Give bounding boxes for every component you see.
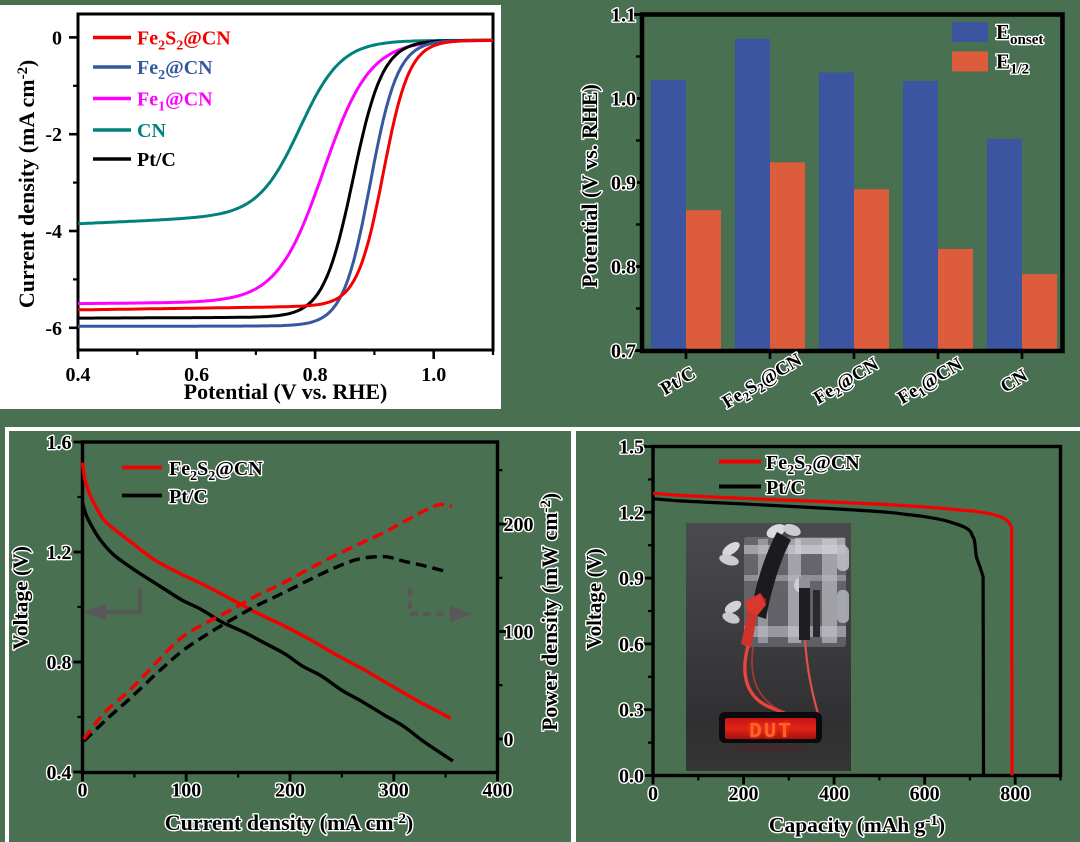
svg-text:100: 100 bbox=[504, 622, 534, 644]
svg-text:0: 0 bbox=[78, 780, 88, 802]
svg-text:CN: CN bbox=[137, 120, 166, 142]
svg-text:Voltage (V): Voltage (V) bbox=[9, 546, 33, 650]
svg-text:Current density (mA cm-2): Current density (mA cm-2) bbox=[14, 60, 39, 308]
svg-text:Current density (mA cm-2): Current density (mA cm-2) bbox=[165, 810, 413, 835]
svg-text:1.1: 1.1 bbox=[611, 5, 636, 27]
svg-text:0.4: 0.4 bbox=[47, 762, 72, 784]
svg-text:0.7: 0.7 bbox=[611, 341, 636, 363]
svg-text:0.0: 0.0 bbox=[619, 766, 644, 788]
svg-text:1.6: 1.6 bbox=[47, 432, 72, 454]
svg-text:0.9: 0.9 bbox=[611, 173, 636, 195]
svg-text:1.0: 1.0 bbox=[611, 89, 636, 111]
svg-text:Fe2​S2​@CN: Fe2​S2​@CN bbox=[766, 452, 860, 478]
svg-text:0.8: 0.8 bbox=[47, 652, 72, 674]
svg-text:0.6: 0.6 bbox=[184, 364, 209, 386]
svg-text:DUT: DUT bbox=[749, 721, 793, 744]
svg-text:Capacity (mAh g-1): Capacity (mAh g-1) bbox=[769, 813, 945, 837]
svg-text:800: 800 bbox=[1000, 783, 1030, 805]
svg-text:Pt/C: Pt/C bbox=[137, 149, 176, 171]
svg-text:0: 0 bbox=[52, 27, 62, 49]
svg-text:0.8: 0.8 bbox=[303, 364, 328, 386]
svg-text:200: 200 bbox=[504, 514, 534, 536]
svg-text:0.6: 0.6 bbox=[619, 634, 644, 656]
svg-text:Pt/C: Pt/C bbox=[766, 477, 805, 499]
svg-text:-4: -4 bbox=[45, 221, 62, 243]
svg-text:400: 400 bbox=[483, 780, 513, 802]
svg-text:Fe2​S2​@CN: Fe2​S2​@CN bbox=[169, 458, 263, 484]
svg-text:-2: -2 bbox=[45, 124, 62, 146]
svg-text:200: 200 bbox=[729, 783, 759, 805]
svg-text:0: 0 bbox=[504, 729, 514, 751]
svg-text:0.9: 0.9 bbox=[619, 568, 644, 590]
svg-text:1.2: 1.2 bbox=[619, 502, 644, 524]
svg-text:300: 300 bbox=[379, 780, 409, 802]
svg-text:1.5: 1.5 bbox=[619, 437, 644, 459]
svg-text:-6: -6 bbox=[45, 318, 62, 340]
svg-text:100: 100 bbox=[171, 780, 201, 802]
svg-text:Fe1​@CN: Fe1​@CN bbox=[137, 89, 213, 115]
svg-text:1.2: 1.2 bbox=[47, 542, 72, 564]
svg-text:400: 400 bbox=[819, 783, 849, 805]
svg-text:0.8: 0.8 bbox=[611, 257, 636, 279]
svg-text:Potential (V vs. RHE): Potential (V vs. RHE) bbox=[184, 379, 388, 404]
svg-text:Power density (mW cm-2): Power density (mW cm-2) bbox=[537, 493, 562, 731]
svg-text:0: 0 bbox=[648, 783, 658, 805]
svg-text:Potential (V vs. RHE): Potential (V vs. RHE) bbox=[577, 84, 602, 288]
svg-text:200: 200 bbox=[275, 780, 305, 802]
svg-text:Fe2​S2​@CN: Fe2​S2​@CN bbox=[137, 28, 231, 54]
svg-text:600: 600 bbox=[910, 783, 940, 805]
svg-text:0.4: 0.4 bbox=[66, 364, 91, 386]
svg-text:1.0: 1.0 bbox=[421, 364, 446, 386]
svg-text:0.3: 0.3 bbox=[619, 700, 644, 722]
svg-text:Voltage (V): Voltage (V) bbox=[582, 548, 606, 649]
svg-text:Pt/C: Pt/C bbox=[169, 486, 208, 508]
svg-text:Fe2​@CN: Fe2​@CN bbox=[137, 57, 213, 83]
svg-text:DUT: DUT bbox=[749, 721, 793, 744]
